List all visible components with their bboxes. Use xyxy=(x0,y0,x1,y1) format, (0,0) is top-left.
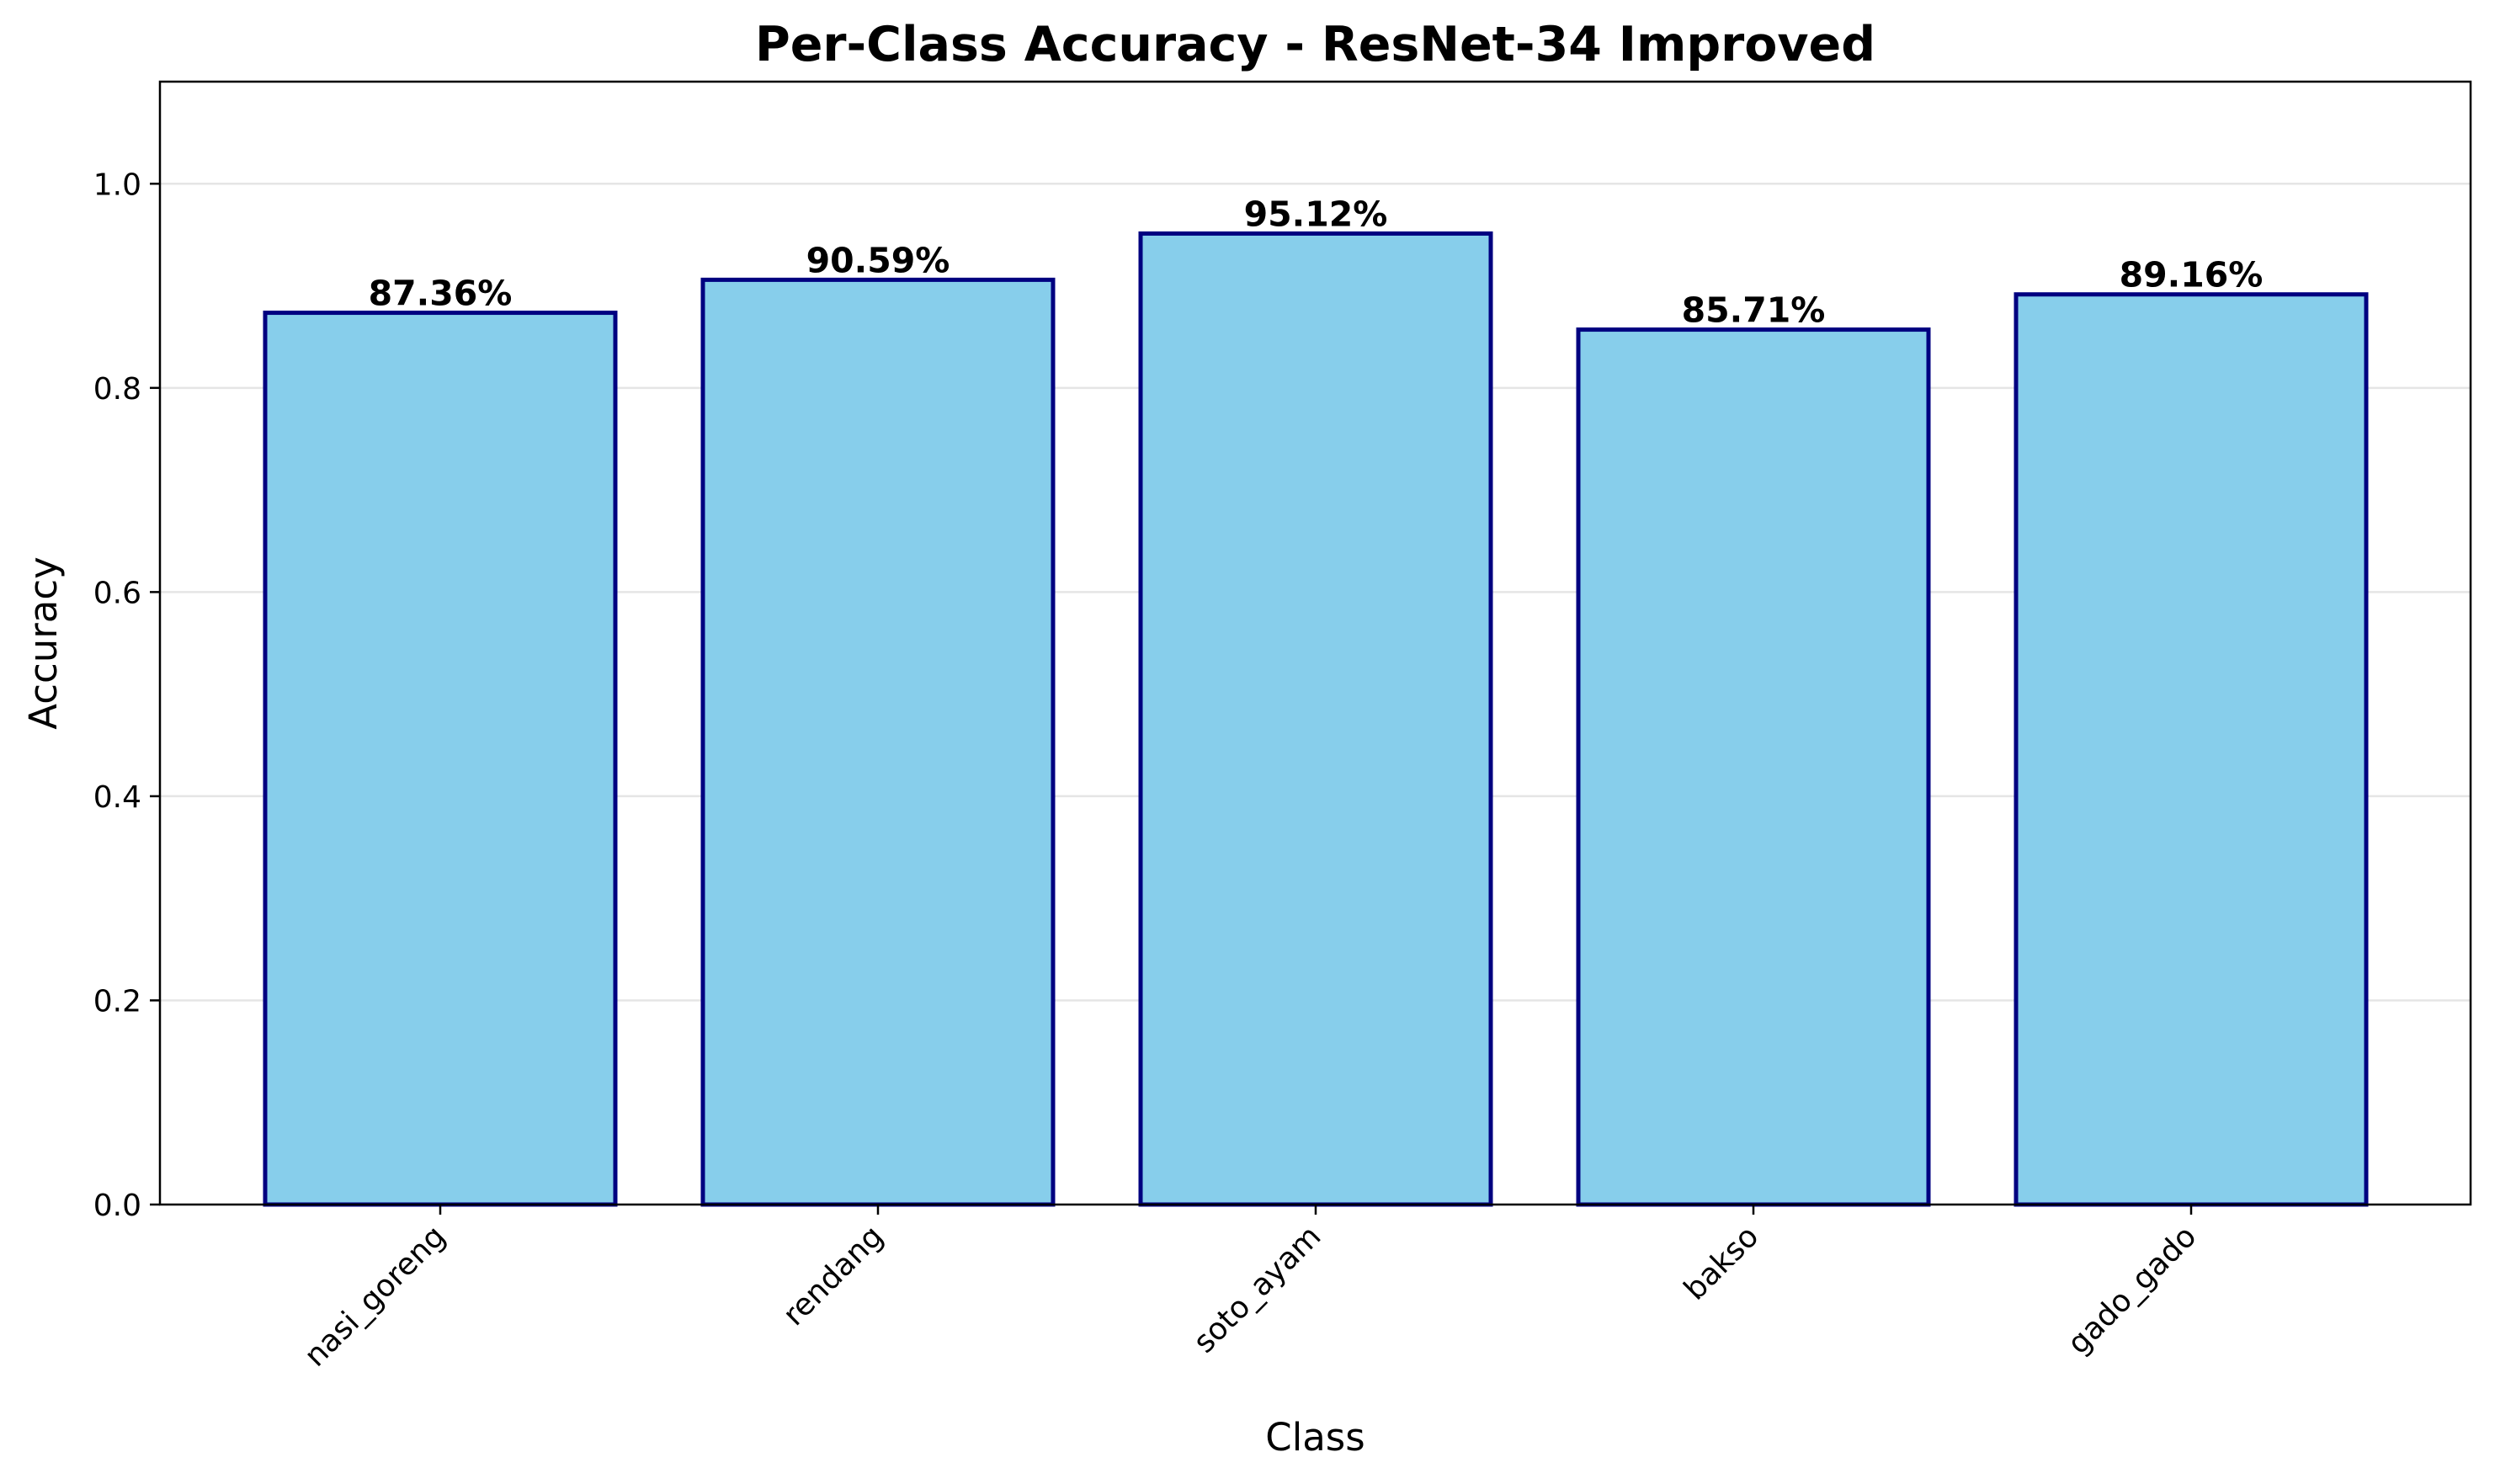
data-label-nasi-goreng: 87.36% xyxy=(369,274,513,314)
data-label-soto-ayam: 95.12% xyxy=(1244,194,1388,234)
y-axis-label: Accuracy xyxy=(21,556,66,729)
bar-bakso xyxy=(1576,327,1931,1207)
y-tick-label: 0.8 xyxy=(93,372,141,407)
bar-gado-gado xyxy=(2014,292,2369,1207)
data-labels: 87.36% 90.59% 95.12% 85.71% 89.16% xyxy=(369,194,2264,330)
bar-nasi-goreng xyxy=(263,311,618,1207)
y-tick-label: 0.6 xyxy=(93,576,141,610)
y-tick-label: 1.0 xyxy=(93,168,141,202)
data-label-bakso: 85.71% xyxy=(1682,290,1826,331)
bar-soto-ayam xyxy=(1138,231,1493,1207)
y-tick-label: 0.2 xyxy=(93,984,141,1019)
bar-rendang xyxy=(700,277,1056,1207)
y-ticks: 0.0 0.2 0.4 0.6 0.8 1.0 xyxy=(93,168,160,1223)
chart-title: Per-Class Accuracy - ResNet-34 Improved xyxy=(755,17,1875,72)
y-tick-label: 0.4 xyxy=(93,780,141,815)
y-tick-label: 0.0 xyxy=(93,1189,141,1223)
bars xyxy=(263,231,2369,1207)
data-label-rendang: 90.59% xyxy=(806,240,950,280)
x-axis-label: Class xyxy=(1265,1415,1365,1460)
data-label-gado-gado: 89.16% xyxy=(2120,255,2264,295)
